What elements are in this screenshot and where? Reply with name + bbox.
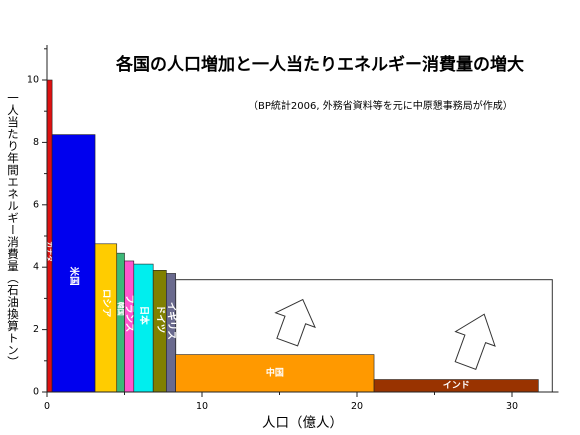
- source-note: （BP統計2006, 外務省資料等を元に中原懇事務局が作成）: [248, 101, 513, 112]
- x-tick-label: 30: [506, 401, 518, 412]
- y-tick-label: 0: [33, 387, 39, 398]
- y-tick-label: 4: [33, 262, 39, 273]
- x-tick-label: 20: [351, 401, 363, 412]
- bar-9-label: 中国: [266, 366, 284, 378]
- bar-1: [46, 79, 53, 393]
- chart-title: 各国の人口増加と一人当たりエネルギー消費量の増大: [116, 55, 524, 75]
- bar-2-label: 米国: [68, 266, 80, 286]
- bar-3: [94, 243, 118, 393]
- y-tick-label: 8: [33, 137, 39, 148]
- x-tick-label: 10: [196, 401, 208, 412]
- x-tick-label: 0: [44, 401, 50, 412]
- bar-7-label: ドイツ: [154, 305, 165, 334]
- bar-9: [175, 354, 375, 393]
- up-arrow-2: [454, 313, 496, 370]
- bar-8-label: イギリス: [166, 302, 178, 340]
- up-arrow-1: [274, 298, 316, 347]
- bar-3-label: ロシア: [100, 289, 111, 318]
- bar-6: [133, 263, 154, 393]
- bar-4-label: 韓国: [117, 302, 126, 316]
- bar-4: [116, 252, 125, 393]
- bar-6-label: 日本: [138, 306, 150, 326]
- y-axis-label: 一人当たり年間エネルギー消費量（石油換算トン）: [6, 92, 20, 368]
- bar-5-label: フランス: [124, 294, 135, 332]
- bar-10-label: インド: [443, 380, 470, 391]
- y-tick-label: 10: [27, 75, 39, 86]
- bar-2: [51, 134, 96, 393]
- arrows-layer: [274, 298, 496, 370]
- y-tick-label: 2: [33, 324, 39, 335]
- y-tick-label: 6: [33, 199, 39, 210]
- bar-1-label: カナダ: [46, 241, 55, 262]
- x-axis-label: 人口（億人）: [262, 415, 343, 431]
- axes-layer: 0 2 4 6 8 10 0 10 20 30: [27, 45, 559, 412]
